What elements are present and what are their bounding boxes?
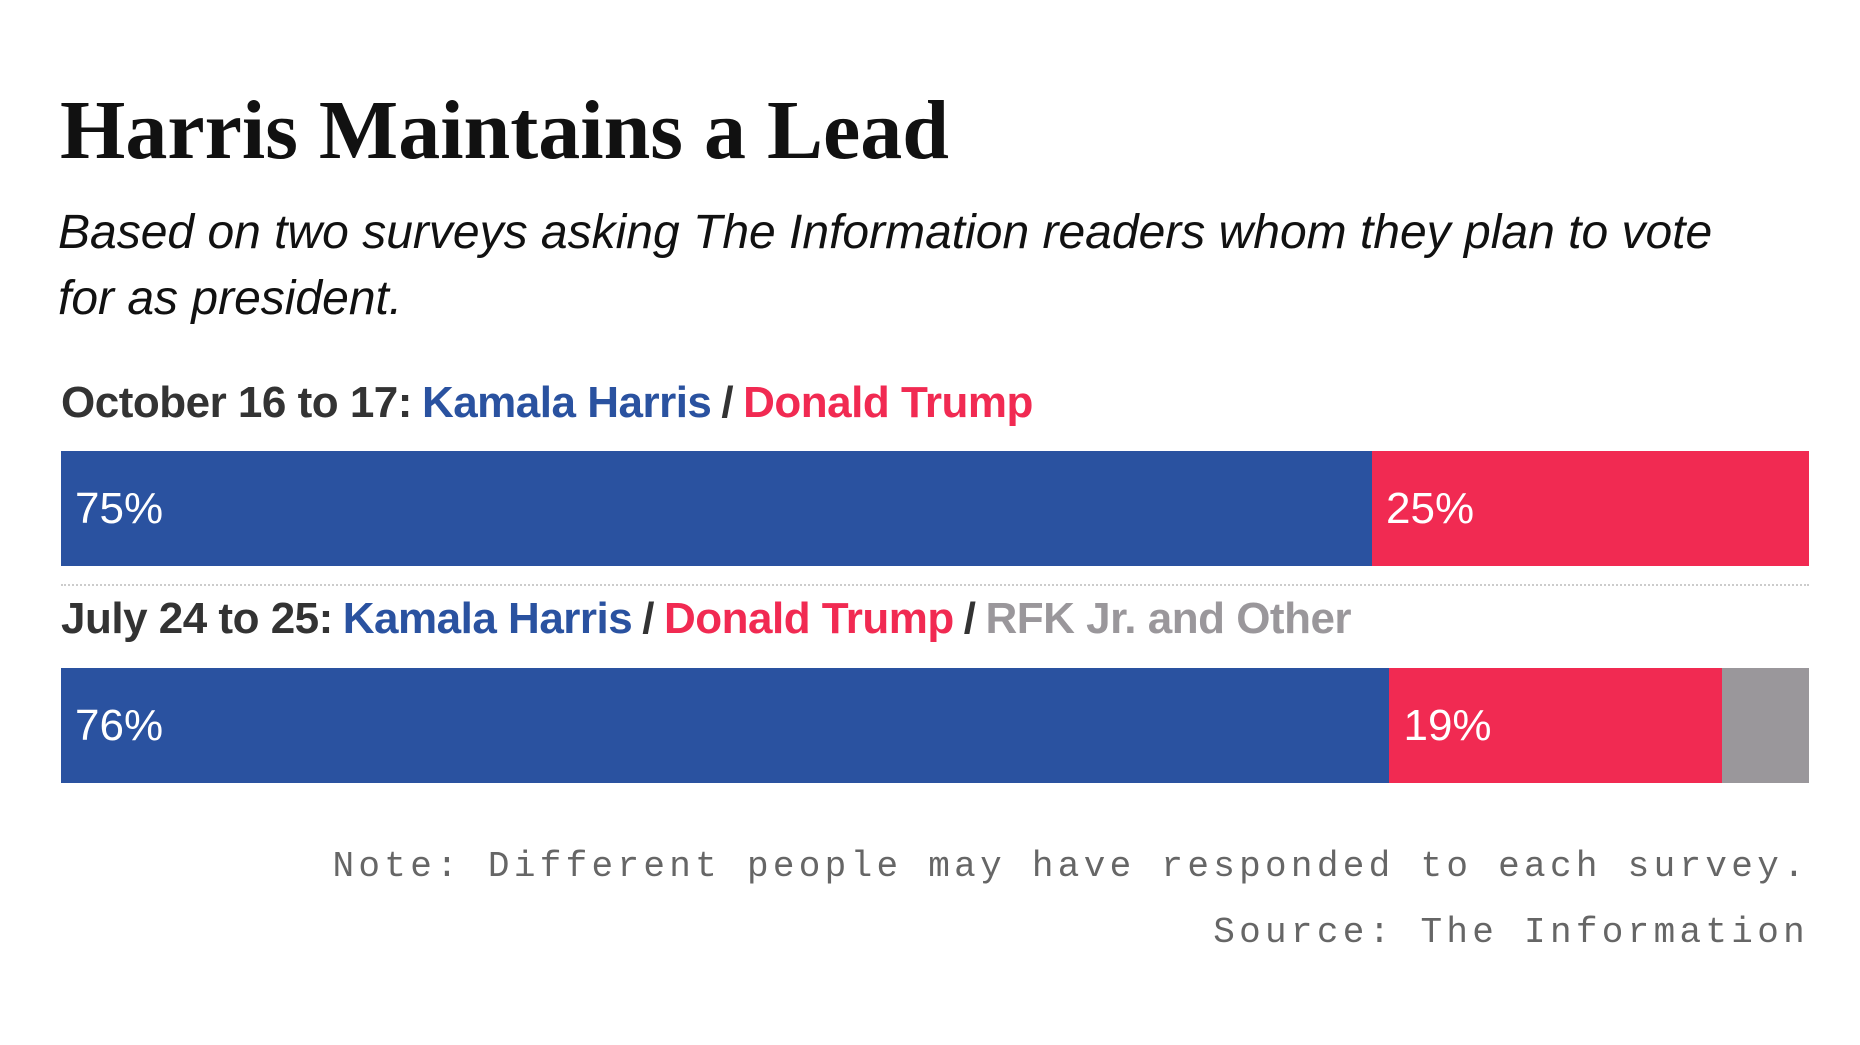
category-label: July 24 to 25:	[61, 594, 333, 643]
legend-entry: RFK Jr. and Other	[985, 594, 1352, 643]
legend-entry: Kamala Harris	[421, 378, 712, 427]
bar	[1721, 668, 1809, 783]
note: Note: Different people may have responde…	[332, 846, 1809, 887]
row-label: July 24 to 25: Kamala Harris / Donald Trump…	[61, 594, 1352, 644]
chart-title: Harris Maintains a Lead	[60, 84, 950, 177]
bar	[61, 451, 1372, 566]
bar-label: 25%	[1386, 484, 1475, 533]
legend-entry: Donald Trump	[743, 378, 1033, 427]
legend-separator: /	[642, 594, 654, 643]
row-label: October 16 to 17: Kamala Harris / Donald Tr…	[61, 378, 1033, 428]
legend-entry: Kamala Harris	[342, 594, 633, 643]
bar-label: 75%	[75, 484, 164, 533]
divider	[61, 584, 1809, 586]
bar	[1372, 451, 1809, 566]
bar-label: 19%	[1403, 701, 1492, 750]
bar	[61, 668, 1390, 783]
source: Source: The Information	[1213, 912, 1809, 953]
bar	[1389, 668, 1722, 783]
legend-separator: /	[963, 594, 976, 643]
legend-entry: Donald Trump	[663, 594, 954, 643]
chart-subtitle: Based on two surveys asking The Informat…	[58, 206, 1713, 325]
category-label: October 16 to 17:	[61, 378, 412, 427]
bar-label: 76%	[75, 701, 164, 750]
legend-separator: /	[721, 378, 734, 427]
